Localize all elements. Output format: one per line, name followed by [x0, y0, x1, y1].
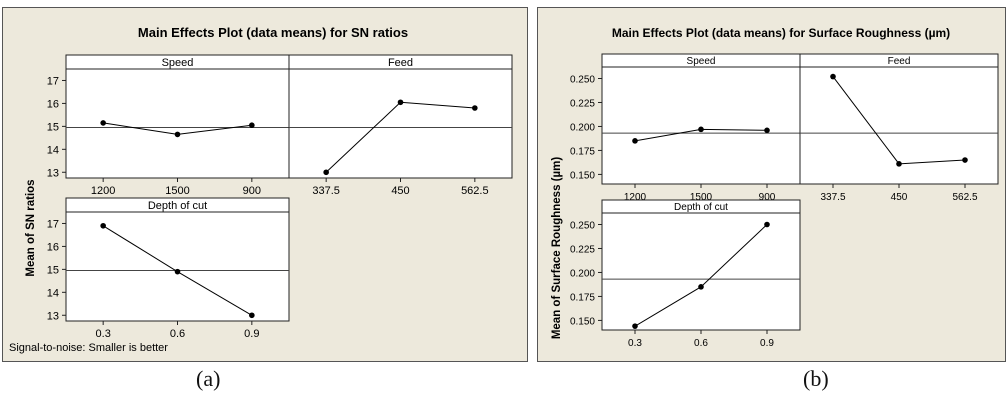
y-tick-label: 0.150: [570, 170, 595, 181]
x-tick-label: 1200: [91, 185, 115, 197]
y-tick-label: 17: [47, 218, 59, 230]
y-tick-label: 15: [47, 264, 59, 276]
x-tick-label: 0.6: [170, 328, 185, 340]
caption-b: (b): [803, 366, 829, 391]
x-tick-label: 562.5: [461, 185, 489, 197]
y-tick-label: 0.225: [570, 98, 595, 109]
data-point: [174, 131, 181, 138]
data-point: [830, 73, 836, 80]
data-point: [397, 99, 404, 106]
data-point: [632, 138, 638, 144]
chart-title: Main Effects Plot (data means) for Surfa…: [612, 26, 950, 40]
data-point: [249, 122, 255, 129]
data-point: [698, 284, 704, 290]
facet-title: Speed: [162, 57, 194, 69]
x-tick-label: 0.3: [628, 338, 642, 349]
plot-area: [601, 199, 801, 331]
x-tick-label: 337.5: [820, 192, 845, 203]
facet-speed: Speed 0.150 0.175 0.200 0.225 0.250 1200 1500 90…: [570, 53, 801, 203]
y-tick-label: 0.150: [570, 316, 595, 327]
y-tick-label: 16: [47, 241, 59, 253]
data-point: [174, 268, 181, 275]
y-tick-label: 0.200: [570, 122, 595, 133]
x-tick-label: 1200: [624, 192, 647, 203]
data-point: [632, 323, 638, 329]
facet-feed: Feed 337.5 450 562.5: [288, 54, 513, 197]
x-tick-label: 450: [891, 192, 908, 203]
x-tick-label: 1500: [165, 185, 189, 197]
x-tick-label: 337.5: [312, 185, 340, 197]
x-tick-label: 1500: [690, 192, 713, 203]
chart-panel-surface-roughness: Main Effects Plot (data means) for Surfa…: [537, 7, 1006, 362]
x-tick-label: 0.9: [244, 328, 259, 340]
data-point: [249, 312, 255, 319]
y-tick-label: 13: [47, 310, 59, 322]
y-axis-label: Mean of SN ratios: [25, 179, 37, 276]
x-tick-label: 900: [759, 192, 776, 203]
chart-title: Main Effects Plot (data means) for SN ra…: [138, 25, 408, 40]
y-tick-label: 0.175: [570, 146, 595, 157]
sn-ratios-chart: Main Effects Plot (data means) for SN ra…: [9, 25, 513, 354]
y-tick-label: 17: [47, 75, 59, 87]
plot-area: [601, 53, 801, 185]
surface-roughness-chart: Main Effects Plot (data means) for Surfa…: [551, 26, 999, 349]
x-tick-label: 450: [391, 185, 409, 197]
facet-title: Speed: [687, 56, 716, 67]
y-axis-label: Mean of Surface Roughness (µm): [551, 157, 563, 340]
data-point: [100, 120, 106, 126]
plot-area: [65, 197, 290, 322]
y-tick-label: 14: [47, 287, 59, 299]
data-point: [323, 169, 329, 176]
y-tick-label: 0.250: [570, 75, 595, 86]
y-tick-label: 0.175: [570, 292, 595, 303]
facet-depth-of-cut: Depth of cut 13 14 15 16 17 0.3 0.6 0.9: [47, 197, 290, 340]
data-point: [100, 222, 106, 229]
y-tick-label: 14: [47, 144, 59, 156]
y-tick-label: 0.225: [570, 244, 595, 255]
data-point: [472, 105, 478, 111]
y-tick-label: 15: [47, 121, 59, 133]
facet-title: Depth of cut: [148, 200, 207, 212]
data-point: [764, 127, 770, 134]
facet-feed: Feed 337.5 450 562.5: [799, 53, 999, 203]
plot-area: [65, 54, 290, 179]
y-tick-label: 13: [47, 167, 59, 179]
footnote: Signal-to-noise: Smaller is better: [9, 342, 168, 354]
y-tick-label: 0.250: [570, 221, 595, 232]
data-point: [962, 157, 968, 163]
y-tick-label: 0.200: [570, 268, 595, 279]
chart-panel-sn-ratios: Main Effects Plot (data means) for SN ra…: [2, 7, 528, 362]
y-tick-label: 16: [47, 98, 59, 110]
facet-title: Feed: [388, 57, 413, 69]
facet-depth-of-cut: Depth of cut 0.150 0.175 0.200 0.225 0.250 0.3…: [570, 199, 801, 349]
facet-title: Depth of cut: [674, 202, 728, 213]
x-tick-label: 0.3: [96, 328, 111, 340]
plot-area: [288, 54, 513, 179]
data-point: [764, 221, 770, 228]
x-tick-label: 0.6: [694, 338, 708, 349]
facet-speed: Speed 13 14 15 16 17 1200 1500 900: [47, 54, 290, 197]
facet-title: Feed: [888, 56, 911, 67]
x-tick-label: 562.5: [952, 192, 977, 203]
x-tick-label: 900: [243, 185, 261, 197]
caption-a: (a): [196, 366, 221, 391]
data-point: [698, 126, 704, 133]
x-tick-label: 0.9: [760, 338, 774, 349]
data-point: [896, 161, 902, 167]
